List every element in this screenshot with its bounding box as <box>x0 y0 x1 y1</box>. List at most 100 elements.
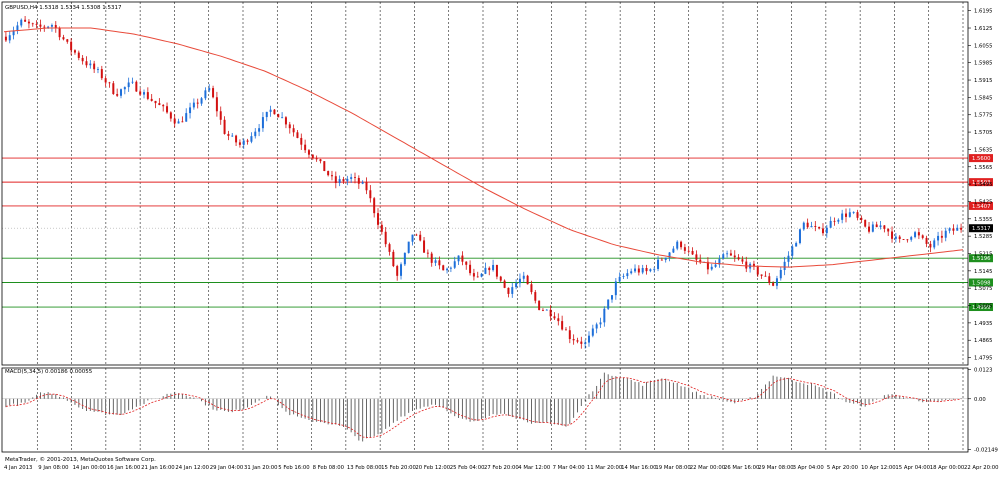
candle-body <box>664 257 667 260</box>
candle-body <box>442 265 445 271</box>
y-tick-label: 1.5075 <box>974 286 993 292</box>
candle-body <box>879 225 882 228</box>
candle-body <box>821 228 824 234</box>
x-tick-label: 10 Apr 12:00 <box>861 465 896 471</box>
candle-body <box>70 41 73 51</box>
level-label: 1.5407 <box>972 204 991 210</box>
x-tick-label: 19 Mar 08:00 <box>655 465 691 471</box>
candle-body <box>407 241 410 253</box>
candle-body <box>192 102 195 108</box>
candle-body <box>219 111 222 120</box>
candle-body <box>488 267 491 271</box>
candle-body <box>227 133 230 136</box>
y-tick-label: 1.4865 <box>974 338 993 344</box>
candle-body <box>756 266 759 275</box>
x-tick-label: 14 Jan 00:00 <box>73 465 107 471</box>
candle-body <box>914 232 917 238</box>
x-tick-label: 9 Jan 08:00 <box>38 465 69 471</box>
candle-body <box>415 234 418 236</box>
candle-body <box>350 177 353 179</box>
candle-body <box>833 220 836 222</box>
candle-body <box>265 111 268 118</box>
candle-body <box>507 287 510 294</box>
candle-body <box>411 234 414 242</box>
candle-body <box>307 150 310 155</box>
level-tag <box>969 154 993 163</box>
y-tick-label: 1.4935 <box>974 321 993 327</box>
x-tick-label: 5 Feb 16:00 <box>278 465 310 471</box>
candle-body <box>162 105 165 107</box>
candle-body <box>231 135 234 137</box>
candle-body <box>200 98 203 104</box>
candle-body <box>726 253 729 255</box>
chart-title: GBPUSD,H4 1.5318 1.5334 1.5308 1.5317 <box>5 5 122 11</box>
candle-body <box>388 244 391 252</box>
candle-body <box>108 82 111 84</box>
candle-body <box>603 308 606 323</box>
candle-body <box>495 264 498 277</box>
candle-body <box>342 179 345 182</box>
candle-body <box>860 217 863 220</box>
candle-body <box>940 235 943 238</box>
candle-body <box>499 276 502 281</box>
level-tag <box>969 278 993 287</box>
candle-body <box>484 267 487 274</box>
candle-body <box>334 176 337 184</box>
candle-body <box>587 335 590 343</box>
candle-body <box>204 90 207 99</box>
macd-y-tick-label: -0.02149 <box>974 448 998 454</box>
x-tick-label: 18 Apr 00:00 <box>930 465 965 471</box>
x-tick-label: 31 Jan 20:00 <box>244 465 278 471</box>
candle-body <box>814 226 817 227</box>
candle-body <box>123 87 126 90</box>
candle-body <box>902 239 905 240</box>
candle-body <box>31 23 34 25</box>
candle-body <box>864 219 867 227</box>
candle-body <box>146 92 149 99</box>
candle-body <box>300 137 303 145</box>
candle-body <box>634 268 637 272</box>
candle-body <box>47 26 50 28</box>
y-tick-label: 1.6055 <box>974 43 993 49</box>
y-tick-label: 1.5705 <box>974 130 993 136</box>
candle-body <box>660 259 663 261</box>
main-panel-border <box>1 1 969 366</box>
candle-body <box>898 236 901 240</box>
candle-body <box>775 278 778 286</box>
candle-body <box>894 236 897 239</box>
candle-body <box>273 109 276 115</box>
y-tick-label: 1.5005 <box>974 304 993 310</box>
candle-body <box>891 231 894 239</box>
x-tick-label: 13 Feb 08:00 <box>347 465 382 471</box>
candle-body <box>373 198 376 214</box>
candle-body <box>281 117 284 119</box>
level-tag <box>969 303 993 312</box>
candle-body <box>338 179 341 184</box>
candle-body <box>614 281 617 296</box>
candle-body <box>837 219 840 222</box>
x-tick-label: 26 Mar 16:00 <box>724 465 760 471</box>
candle-body <box>169 112 172 119</box>
candle-body <box>235 135 238 143</box>
y-tick-label: 1.5495 <box>974 182 993 188</box>
x-tick-label: 24 Jan 12:00 <box>175 465 209 471</box>
y-tick-label: 1.5915 <box>974 78 993 84</box>
candle-body <box>714 264 717 267</box>
candle-body <box>626 273 629 277</box>
macd-title: MACD(5,34,5) 0.00186 0.00055 <box>5 369 93 375</box>
candle-body <box>380 224 383 232</box>
candle-body <box>722 254 725 259</box>
candle-body <box>238 142 241 145</box>
candle-body <box>683 247 686 251</box>
candle-body <box>469 264 472 274</box>
macd-y-tick-label: 0.00 <box>974 397 986 403</box>
candle-body <box>630 271 633 274</box>
candle-body <box>883 225 886 229</box>
candle-body <box>93 63 96 70</box>
macd-y-tick-label: 0.0123 <box>974 368 993 374</box>
candle-body <box>929 243 932 248</box>
candle-body <box>223 119 226 134</box>
x-tick-label: 11 Mar 20:00 <box>587 465 623 471</box>
candle-body <box>607 299 610 309</box>
y-tick-label: 1.5565 <box>974 165 993 171</box>
